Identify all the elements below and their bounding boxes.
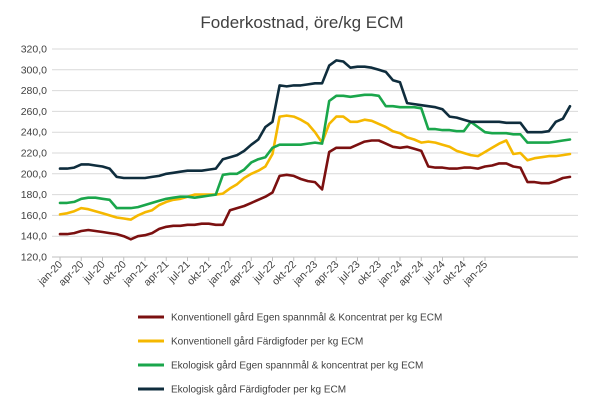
y-tick-label: 240,0 [21,127,47,139]
y-tick-label: 300,0 [21,64,47,76]
y-tick-label: 140,0 [21,231,47,243]
gridlines [52,48,578,258]
series-line-3 [58,93,572,210]
y-axis-tick-labels: 120,0 140,0 160,0 180,0 200,0 220,0 240,0 260,0… [21,44,47,264]
series-lines [58,59,572,241]
series-line-4 [58,59,572,180]
y-tick-label: 260,0 [21,106,47,118]
series-line-1 [58,139,572,241]
y-tick-label: 320,0 [21,44,47,56]
legend-label-2: Konventionell gård Färdigfoder per kg EC… [171,336,363,348]
y-tick-label: 180,0 [21,189,47,201]
legend: Konventionell gård Egen spannmål & Konce… [138,312,442,396]
y-tick-label: 220,0 [21,148,47,160]
legend-label-1: Konventionell gård Egen spannmål & Konce… [171,312,442,324]
y-tick-label: 280,0 [21,85,47,97]
y-tick-label: 120,0 [21,252,47,264]
series-line-2 [58,114,572,221]
chart-title: Foderkostnad, öre/kg ECM [200,13,403,32]
x-axis-tick-labels: jan-20apr-20jul-20okt-20jan-21apr-21jul-… [35,257,490,289]
y-tick-label: 200,0 [21,168,47,180]
legend-label-4: Ekologisk gård Färdigfoder per kg ECM [171,384,346,396]
legend-label-3: Ekologisk gård Egen spannmål & koncentra… [171,360,423,372]
y-tick-label: 160,0 [21,210,47,222]
